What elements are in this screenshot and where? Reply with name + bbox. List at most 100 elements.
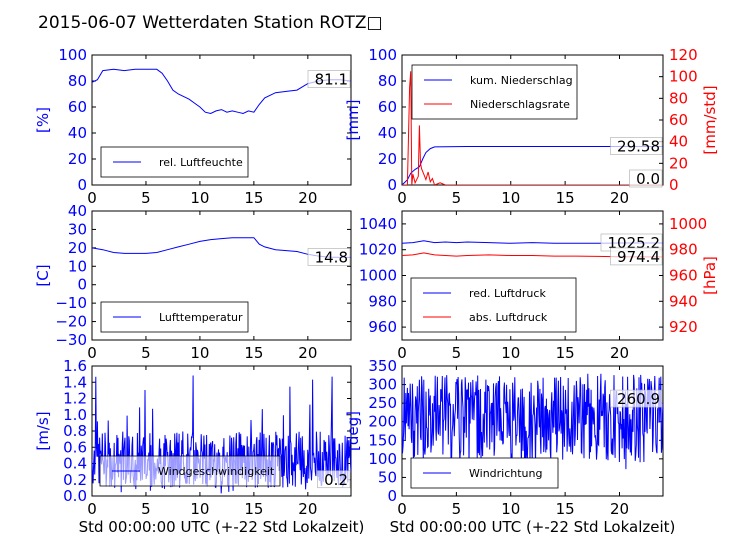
y-right-tick-label: 940 xyxy=(669,292,698,310)
y-tick-label: 10 xyxy=(68,257,87,275)
value-annotation: 974.4 xyxy=(617,248,660,266)
x-tick-label: 20 xyxy=(298,189,317,207)
value-annotation-box xyxy=(610,389,663,408)
panel-2: 0 5 10 15 20 0 20 40 60 80 100 0 20 40 60 80 100 120 [mm] [… xyxy=(344,46,719,207)
x-tick-label: 15 xyxy=(244,189,263,207)
x-tick-label: 20 xyxy=(610,344,629,362)
y-axis-label: [C] xyxy=(34,264,52,286)
y-tick-label: 30 xyxy=(68,220,87,238)
panel-4: 0 5 10 15 20 960 980 1000 1020 1040 920 940 960 980 10… xyxy=(359,210,719,362)
value-annotation-box xyxy=(610,247,663,266)
value-annotation-box xyxy=(307,70,351,88)
value-annotation: 14.8 xyxy=(315,248,348,266)
legend-box xyxy=(411,64,578,120)
x-tick-label: 10 xyxy=(501,189,520,207)
x-tick-label: 0 xyxy=(397,500,407,518)
y-tick-label: 0.0 xyxy=(63,487,87,505)
x-tick-label: 5 xyxy=(452,344,462,362)
y-axis-label: [m/s] xyxy=(34,411,52,450)
y-right-tick-label: 20 xyxy=(669,154,688,172)
x-tick-label: 20 xyxy=(298,500,317,518)
y-tick-label: −30 xyxy=(55,331,87,349)
y-right-tick-label: 1000 xyxy=(669,215,707,233)
x-tick-label: 5 xyxy=(141,344,151,362)
series-line-2 xyxy=(402,71,663,185)
value-annotation: 0.0 xyxy=(636,170,660,188)
legend-label: red. Luftdruck xyxy=(469,287,546,300)
x-tick-label: 10 xyxy=(190,500,209,518)
legend-label: rel. Luftfeuchte xyxy=(159,156,243,169)
x-tick-label: 5 xyxy=(141,189,151,207)
x-tick-label: 10 xyxy=(190,189,209,207)
legend: red. Luftdruck abs. Luftdruck xyxy=(410,277,577,333)
x-tick-label: 5 xyxy=(141,500,151,518)
value-annotation-box xyxy=(317,470,351,489)
y-tick-label: 1000 xyxy=(359,267,397,285)
x-tick-label: 20 xyxy=(610,500,629,518)
x-tick-label: 15 xyxy=(556,500,575,518)
y-right-tick-label: 0 xyxy=(669,176,679,194)
legend-label: Windgeschwindigkeit xyxy=(158,465,275,478)
legend-label: kum. Niederschlag xyxy=(470,74,573,87)
y-tick-label: 0.4 xyxy=(63,455,87,473)
y-tick-label: 20 xyxy=(68,239,87,257)
legend-label: Windrichtung xyxy=(469,467,542,480)
series-line-2 xyxy=(402,252,663,258)
y-right-tick-label: 60 xyxy=(669,111,688,129)
x-tick-label: 5 xyxy=(452,500,462,518)
y-tick-label: 1.4 xyxy=(63,373,87,391)
x-axis-label: Std 00:00:00 UTC (+-22 Std Lokalzeit) xyxy=(79,518,365,536)
series-line-1 xyxy=(402,373,663,470)
y-axis-label: [%] xyxy=(34,107,52,133)
x-tick-label: 15 xyxy=(556,344,575,362)
panel-5: 0 5 10 15 200.00.20.40.60.81.01.21.41.6[m/s]… xyxy=(34,357,364,536)
legend: Windgeschwindigkeit xyxy=(99,455,281,487)
legend-box xyxy=(410,277,577,333)
y-tick-label: 40 xyxy=(68,124,87,142)
value-annotation: 260.9 xyxy=(617,390,660,408)
x-axis-label: Std 00:00:00 UTC (+-22 Std Lokalzeit) xyxy=(390,518,676,536)
y-tick-label: 1.2 xyxy=(63,390,87,408)
value-annotation: 0.2 xyxy=(324,471,348,489)
y-tick-label: 50 xyxy=(378,468,397,486)
y-tick-label: 60 xyxy=(68,98,87,116)
y-right-tick-label: 960 xyxy=(669,267,698,285)
x-tick-label: 10 xyxy=(501,500,520,518)
value-annotation-box xyxy=(610,137,663,155)
y-tick-label: 1.0 xyxy=(63,406,87,424)
y-tick-label: 1020 xyxy=(359,241,397,259)
x-tick-label: 5 xyxy=(452,189,462,207)
x-tick-label: 15 xyxy=(244,344,263,362)
y-tick-label: 20 xyxy=(68,150,87,168)
y-right-axis-label: [hPa] xyxy=(701,256,719,295)
y-right-axis-label: [mm/std] xyxy=(701,85,719,154)
panel-3: 0 5 10 15 20−30−20−10010203040[C]Lufttempera… xyxy=(34,202,352,362)
value-annotation-box xyxy=(307,248,351,266)
y-tick-label: 960 xyxy=(368,318,397,336)
figure-title: 2015-06-07 Wetterdaten Station ROTZ□ xyxy=(38,13,383,33)
x-tick-label: 20 xyxy=(298,344,317,362)
y-tick-label: 80 xyxy=(378,72,397,90)
y-tick-label: 200 xyxy=(368,413,397,431)
legend: kum. Niederschlag Niederschlagsrate xyxy=(411,64,578,120)
y-tick-label: 100 xyxy=(58,46,87,64)
y-right-tick-label: 100 xyxy=(669,68,698,86)
x-tick-label: 15 xyxy=(244,500,263,518)
x-tick-label: 10 xyxy=(501,344,520,362)
value-annotation: 29.58 xyxy=(617,138,660,156)
y-right-tick-label: 980 xyxy=(669,241,698,259)
y-tick-label: 0 xyxy=(387,176,397,194)
y-tick-label: 20 xyxy=(378,150,397,168)
series-line-1 xyxy=(92,68,351,115)
legend: Windrichtung xyxy=(410,457,559,489)
y-tick-label: 40 xyxy=(378,124,397,142)
x-tick-label: 0 xyxy=(87,500,97,518)
value-annotation-box xyxy=(629,169,663,188)
x-tick-label: 0 xyxy=(87,189,97,207)
y-right-tick-label: 920 xyxy=(669,318,698,336)
x-tick-label: 20 xyxy=(610,189,629,207)
legend-label: abs. Luftdruck xyxy=(469,311,548,324)
